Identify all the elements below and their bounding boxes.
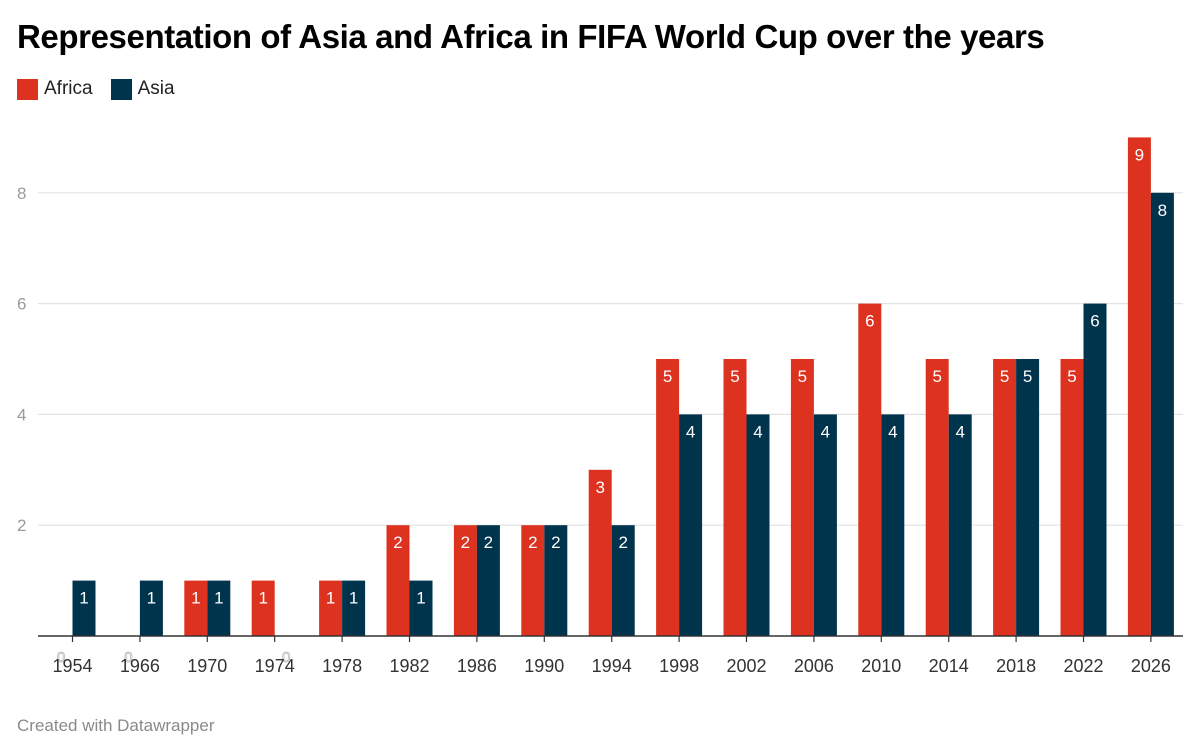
bar-asia [409,580,433,636]
legend: Africa Asia [17,78,175,100]
bar-value-label: 4 [753,422,762,441]
bar-asia [746,414,770,636]
bar-asia [544,525,568,636]
zero-value-label: 0 [124,649,132,666]
bar-africa [588,469,612,636]
x-tick-label: 1990 [524,656,564,676]
bar-asia [813,414,837,636]
bar-value-label: 2 [484,533,493,552]
bar-africa [925,359,949,636]
legend-label-africa: Africa [44,78,93,99]
bar-value-label: 1 [147,589,156,608]
bar-africa [251,580,275,636]
bar-asia [1150,192,1174,637]
bar-africa [993,359,1017,636]
x-tick-label: 1974 [255,656,295,676]
bar-value-label: 1 [258,589,267,608]
bar-value-label: 5 [798,367,807,386]
x-tick-label: 1954 [52,656,92,676]
bar-asia [611,525,635,636]
x-tick-label: 2006 [794,656,834,676]
bar-africa [1127,137,1151,636]
bar-asia [1083,303,1107,636]
zero-value-label: 0 [282,649,290,666]
y-tick-label: 8 [17,184,26,203]
bar-value-label: 2 [461,533,470,552]
x-tick-label: 2014 [929,656,969,676]
bar-asia [881,414,905,636]
bar-africa [790,359,814,636]
x-tick-label: 1986 [457,656,497,676]
bar-value-label: 6 [865,312,874,331]
bar-value-label: 2 [551,533,560,552]
bar-value-label: 4 [955,422,964,441]
bar-asia [342,580,366,636]
bar-asia [139,580,163,636]
bar-value-label: 5 [730,367,739,386]
bar-asia [948,414,972,636]
bar-asia [679,414,703,636]
bar-value-label: 6 [1090,312,1099,331]
bar-asia [207,580,231,636]
bar-value-label: 5 [663,367,672,386]
x-tick-label: 1970 [187,656,227,676]
bar-africa [453,525,477,636]
x-tick-label: 1978 [322,656,362,676]
bar-value-label: 4 [686,422,695,441]
legend-label-asia: Asia [137,78,175,99]
bar-value-label: 1 [416,589,425,608]
bar-africa [521,525,545,636]
bar-value-label: 2 [528,533,537,552]
bar-value-label: 5 [1000,367,1009,386]
y-tick-label: 2 [17,516,26,535]
bar-value-label: 8 [1158,201,1167,220]
bar-africa [184,580,208,636]
bar-value-label: 1 [326,589,335,608]
x-tick-label: 1994 [592,656,632,676]
zero-value-label: 0 [57,649,65,666]
bar-value-label: 5 [1067,367,1076,386]
bar-africa [1060,359,1084,636]
x-tick-label: 1966 [120,656,160,676]
bar-value-label: 2 [393,533,402,552]
legend-item-asia: Asia [110,78,175,100]
bar-value-label: 1 [214,589,223,608]
x-tick-label: 2026 [1131,656,1171,676]
bar-value-label: 1 [349,589,358,608]
x-tick-label: 2002 [726,656,766,676]
bar-value-label: 2 [618,533,627,552]
bar-value-label: 5 [932,367,941,386]
bar-africa [656,359,680,636]
bar-value-label: 5 [1023,367,1032,386]
bar-africa [319,580,343,636]
x-tick-label: 2018 [996,656,1036,676]
legend-swatch-asia [110,78,132,100]
bar-value-label: 4 [888,422,897,441]
x-tick-label: 2010 [861,656,901,676]
bar-value-label: 9 [1135,145,1144,164]
bar-asia [476,525,500,636]
y-tick-label: 4 [17,405,26,424]
legend-item-africa: Africa [17,78,93,100]
x-tick-label: 1982 [389,656,429,676]
x-tick-label: 1998 [659,656,699,676]
footer-credit: Created with Datawrapper [17,716,215,735]
bar-value-label: 1 [191,589,200,608]
x-tick-label: 2022 [1063,656,1103,676]
y-tick-label: 6 [17,295,26,314]
bar-africa [386,525,410,636]
chart-title: Representation of Asia and Africa in FIF… [17,18,1045,55]
x-axis: 1954 1966 1970 1974 1978 1982 1986 1990 1994 1998… [38,635,1183,676]
bar-value-label: 3 [595,478,604,497]
bar-asia [1016,359,1040,636]
bar-value-label: 4 [821,422,830,441]
bar-asia [72,580,96,636]
legend-swatch-africa [17,78,38,100]
bar-africa [858,303,882,636]
bar-value-label: 1 [79,589,88,608]
bar-africa [723,359,747,636]
